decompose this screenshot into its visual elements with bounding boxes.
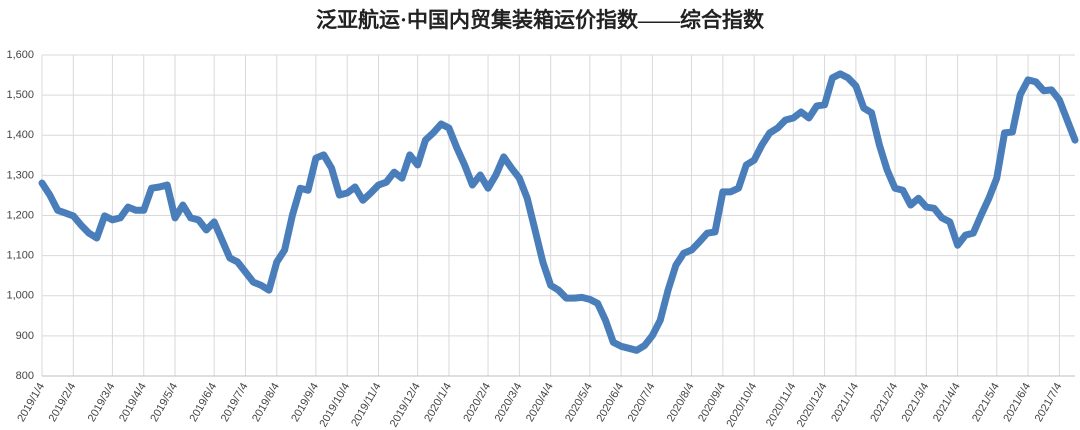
y-tick-label: 1,500: [6, 89, 34, 101]
chart-title: 泛亚航运·中国内贸集装箱运价指数——综合指数: [316, 8, 765, 32]
series-line: [38, 70, 1079, 354]
y-tick-label: 1,300: [6, 169, 34, 181]
y-tick-label: 800: [16, 370, 34, 382]
y-tick-label: 1,400: [6, 129, 34, 141]
y-tick-label: 1,200: [6, 209, 34, 221]
y-tick-label: 1,600: [6, 49, 34, 61]
y-tick-label: 1,000: [6, 290, 34, 302]
y-tick-label: 1,100: [6, 250, 34, 262]
y-tick-label: 900: [16, 330, 34, 342]
